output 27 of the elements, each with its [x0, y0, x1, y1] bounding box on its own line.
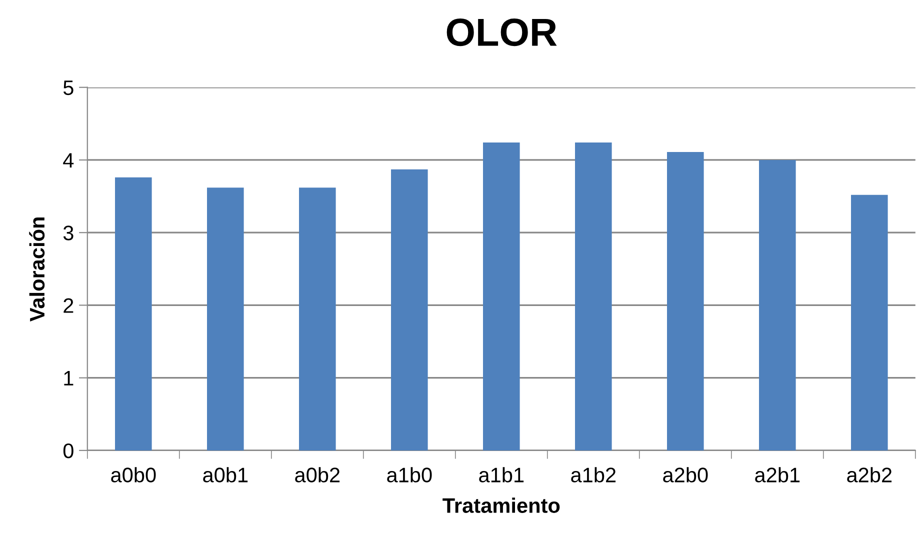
bar	[207, 188, 244, 450]
bar	[759, 160, 796, 450]
x-tick-label: a1b0	[387, 467, 432, 482]
x-tick-label: a0b0	[111, 467, 156, 482]
x-tick-label: a0b2	[295, 467, 340, 482]
x-axis-title: Tratamiento	[442, 498, 560, 513]
bar	[299, 188, 336, 450]
bar	[115, 177, 152, 450]
y-tick-label: 1	[64, 371, 74, 386]
y-axis-title: Valoración	[29, 218, 45, 322]
x-tick-label: a2b1	[755, 467, 800, 482]
bar	[575, 142, 612, 450]
bar	[851, 194, 888, 450]
x-tick-label: a1b2	[571, 467, 616, 482]
bar	[391, 169, 428, 450]
x-tick-label: a2b2	[847, 467, 892, 482]
x-tick-label: a0b1	[203, 467, 248, 482]
y-tick-label: 5	[63, 80, 74, 96]
bar	[483, 142, 520, 450]
x-tick-label: a1b1	[479, 467, 524, 482]
y-tick-label: 0	[63, 443, 74, 458]
chart-title: OLOR	[446, 18, 557, 46]
y-tick-label: 3	[63, 226, 74, 240]
bar	[667, 152, 704, 450]
y-tick-label: 2	[64, 298, 74, 313]
x-tick-label: a2b0	[663, 467, 708, 482]
y-tick-label: 4	[63, 153, 74, 168]
